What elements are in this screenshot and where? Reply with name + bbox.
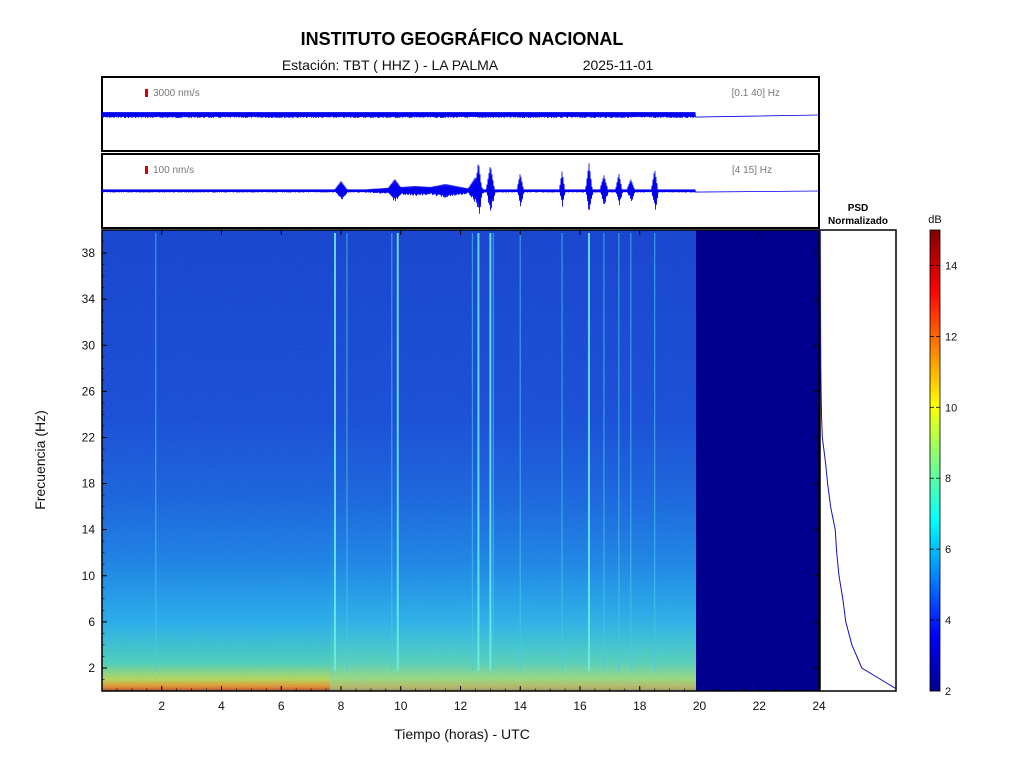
station-label: Estación: TBT ( HHZ ) - LA PALMA [282, 57, 499, 73]
page-title: INSTITUTO GEOGRÁFICO NACIONAL [301, 28, 624, 49]
y-tick-label: 26 [82, 384, 96, 398]
x-tick-label: 22 [753, 699, 767, 713]
spectrogram-no-data [696, 230, 819, 691]
colorbar-unit: dB [928, 214, 941, 226]
x-tick-label: 20 [693, 699, 707, 713]
trace-top-waveform [101, 111, 820, 119]
colorbar-tick-label: 12 [945, 331, 957, 343]
colorbar-tick-label: 6 [945, 544, 951, 556]
spectrogram: 2 4 6 8 10 12 14 16 18 20 22 24 261014182226303438 … [32, 229, 826, 742]
x-axis-label: Tiempo (horas) - UTC [394, 726, 530, 742]
trace-panel-top: 3000 nm/s [0.1 40] Hz [101, 76, 820, 152]
y-tick-label: 14 [82, 523, 96, 537]
spectrogram-noise [102, 230, 696, 691]
x-tick-label: 16 [573, 699, 587, 713]
colorbar-ticks: 2 4 6 8 10 12 14 [930, 260, 957, 698]
trace-bottom-band: [4 15] Hz [732, 165, 772, 176]
colorbar-tick-label: 8 [945, 473, 951, 485]
y-tick-label: 2 [88, 661, 95, 675]
x-tick-label: 10 [394, 699, 408, 713]
waveform-line [101, 163, 820, 214]
y-axis-label: Frecuencia (Hz) [32, 410, 48, 510]
psd-subtitle: Normalizado [828, 216, 888, 227]
y-tick-label: 34 [82, 292, 96, 306]
colorbar-tick-label: 14 [945, 260, 957, 272]
psd-curve [819, 229, 897, 690]
scale-marker-top [145, 89, 148, 97]
x-tick-label: 4 [218, 699, 225, 713]
colorbar-tick-label: 2 [945, 686, 951, 698]
y-tick-label: 30 [82, 338, 96, 352]
date-label: 2025-11-01 [583, 57, 654, 73]
y-tick-label: 10 [82, 569, 96, 583]
trace-top-band: [0.1 40] Hz [732, 88, 780, 99]
x-tick-label: 12 [454, 699, 468, 713]
colorbar-tick-label: 10 [945, 402, 957, 414]
x-tick-label: 18 [633, 699, 647, 713]
x-axis-ticks: 2 4 6 8 10 12 14 16 18 20 22 24 [116, 230, 826, 713]
trace-bottom-scale: 100 nm/s [153, 165, 194, 176]
scale-marker-bottom [145, 166, 148, 174]
y-tick-label: 38 [82, 246, 96, 260]
x-tick-label: 2 [158, 699, 165, 713]
trace-top-scale: 3000 nm/s [153, 88, 200, 99]
spectrogram-events [155, 233, 656, 671]
y-tick-label: 18 [82, 477, 96, 491]
psd-panel: PSD Normalizado [819, 203, 897, 692]
x-tick-label: 24 [812, 699, 826, 713]
y-tick-label: 22 [82, 430, 96, 444]
x-tick-label: 14 [514, 699, 528, 713]
trace-bottom-waveform [101, 163, 820, 214]
colorbar-tick-label: 4 [945, 615, 951, 627]
trace-panel-bottom: 100 nm/s [4 15] Hz [101, 153, 820, 229]
colorbar-scale [929, 229, 941, 692]
x-tick-label: 8 [338, 699, 345, 713]
waveform-line [101, 111, 820, 119]
x-tick-label: 6 [278, 699, 285, 713]
psd-title: PSD [848, 203, 869, 214]
y-tick-label: 6 [88, 615, 95, 629]
colorbar: dB 2 4 6 8 10 12 14 [928, 214, 957, 698]
